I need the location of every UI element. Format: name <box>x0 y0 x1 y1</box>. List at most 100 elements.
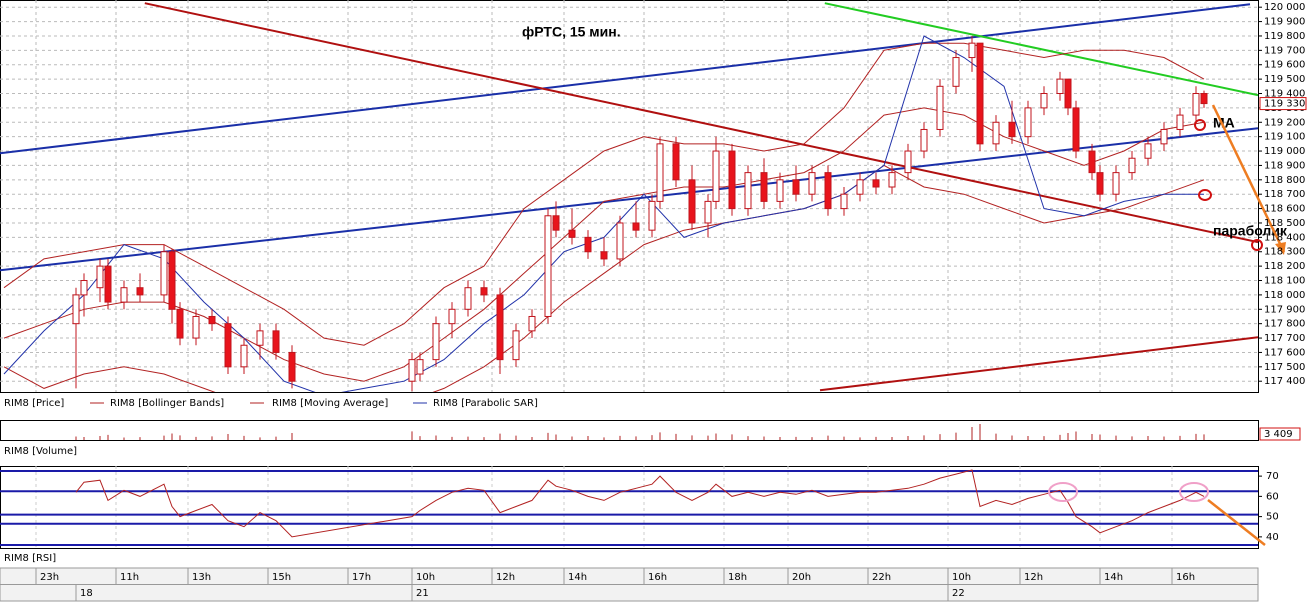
candle-body <box>1112 172 1120 195</box>
candle-body <box>496 294 504 361</box>
arrow <box>1207 499 1266 546</box>
trend-line <box>824 2 1258 97</box>
candle-body <box>528 315 536 332</box>
candle-body <box>648 200 656 231</box>
y-tick-label: 50 <box>1266 512 1279 523</box>
candle-body <box>96 265 104 289</box>
marker-circle <box>1194 119 1206 131</box>
y-tick-label: 119 000 <box>1264 146 1305 157</box>
candle-body <box>168 251 176 310</box>
x-tick-label: 14h <box>1104 572 1123 583</box>
candle-body <box>1040 93 1048 109</box>
x-tick-label: 17h <box>352 572 371 583</box>
x-tick-label: 16h <box>648 572 667 583</box>
candle-body <box>1056 78 1064 95</box>
y-tick-label: 70 <box>1266 471 1279 482</box>
candle-body <box>920 128 928 152</box>
candle-body <box>976 42 984 145</box>
candle-body <box>552 215 560 231</box>
x-tick-label: 13h <box>192 572 211 583</box>
x-tick-label: 23h <box>40 572 59 583</box>
x-tick-label: 16h <box>1176 572 1195 583</box>
legend: RIM8 [Price] RIM8 [Bollinger Bands] RIM8… <box>4 398 538 409</box>
x-tick-label: 12h <box>1024 572 1043 583</box>
bollinger-upper <box>3 42 1205 346</box>
annotation: параболик <box>1213 223 1288 239</box>
candle-body <box>544 215 552 317</box>
candle-body <box>1096 172 1104 195</box>
candle-body <box>704 200 712 224</box>
candle-body <box>1200 93 1208 105</box>
candle-body <box>792 179 800 195</box>
candle-body <box>1144 143 1152 159</box>
marker-ellipse <box>1048 482 1078 502</box>
candle-body <box>160 251 168 296</box>
date-tick-label: 18 <box>80 588 93 599</box>
candle-body <box>952 57 960 87</box>
x-tick-label: 20h <box>792 572 811 583</box>
candle-body <box>888 172 896 188</box>
volume-panel-frame <box>0 420 1259 441</box>
y-tick-label: 118 400 <box>1264 232 1305 243</box>
candle-body <box>656 143 664 202</box>
candle-body <box>1072 107 1080 152</box>
y-tick-label: 119 100 <box>1264 132 1305 143</box>
y-tick-label: 118 300 <box>1264 247 1305 258</box>
marker-circle <box>1198 189 1212 201</box>
panel-label: RIM8 [RSI] <box>4 553 56 564</box>
candle-body <box>120 287 128 303</box>
last-volume-label: 3 409 <box>1264 429 1293 440</box>
candle-body <box>432 323 440 361</box>
candle-body <box>480 287 488 296</box>
candle-body <box>872 179 880 188</box>
y-tick-label: 118 100 <box>1264 276 1305 287</box>
trend-line <box>144 2 1258 244</box>
bollinger-lower <box>3 164 1205 392</box>
y-tick-label: 117 800 <box>1264 319 1305 330</box>
trend-line <box>819 336 1258 392</box>
candle-body <box>104 265 112 303</box>
y-tick-label: 40 <box>1266 532 1279 543</box>
candle-body <box>72 294 80 325</box>
candle-body <box>1192 93 1200 116</box>
candle-body <box>208 315 216 325</box>
candle-body <box>728 150 736 210</box>
date-tick-label: 21 <box>416 588 429 599</box>
y-tick-label: 119 800 <box>1264 31 1305 42</box>
x-tick-label: 12h <box>496 572 515 583</box>
y-tick-label: 118 800 <box>1264 175 1305 186</box>
marker-ellipse <box>1179 482 1209 502</box>
candle-body <box>240 344 248 368</box>
legend-label: RIM8 [Bollinger Bands] <box>110 398 224 409</box>
candle-body <box>744 172 752 210</box>
x-tick-label: 15h <box>272 572 291 583</box>
y-tick-label: 118 900 <box>1264 160 1305 171</box>
y-tick-label: 119 700 <box>1264 45 1305 56</box>
arrow <box>1211 104 1286 253</box>
candle-body <box>968 42 976 59</box>
arrow-head <box>1275 242 1286 255</box>
date-tick-label: 22 <box>952 588 965 599</box>
y-tick-label: 117 700 <box>1264 333 1305 344</box>
candle-body <box>1088 150 1096 174</box>
y-tick-label: 118 200 <box>1264 261 1305 272</box>
candle-body <box>224 323 232 368</box>
trend-line <box>0 3 1251 155</box>
candle-body <box>464 287 472 310</box>
y-tick-label: 119 600 <box>1264 60 1305 71</box>
candle-body <box>600 251 608 260</box>
candle-body <box>824 172 832 210</box>
y-tick-label: 118 000 <box>1264 290 1305 301</box>
candle-body <box>712 150 720 202</box>
candle-body <box>256 330 264 346</box>
candle-body <box>272 330 280 353</box>
x-tick-label: 14h <box>568 572 587 583</box>
marker-circle <box>1251 239 1263 251</box>
candle-body <box>776 179 784 202</box>
x-tick-label: 11h <box>120 572 139 583</box>
legend-label: RIM8 [Moving Average] <box>272 398 388 409</box>
chart-title: фРТС, 15 мин. <box>522 24 621 40</box>
candle-body <box>176 308 184 339</box>
